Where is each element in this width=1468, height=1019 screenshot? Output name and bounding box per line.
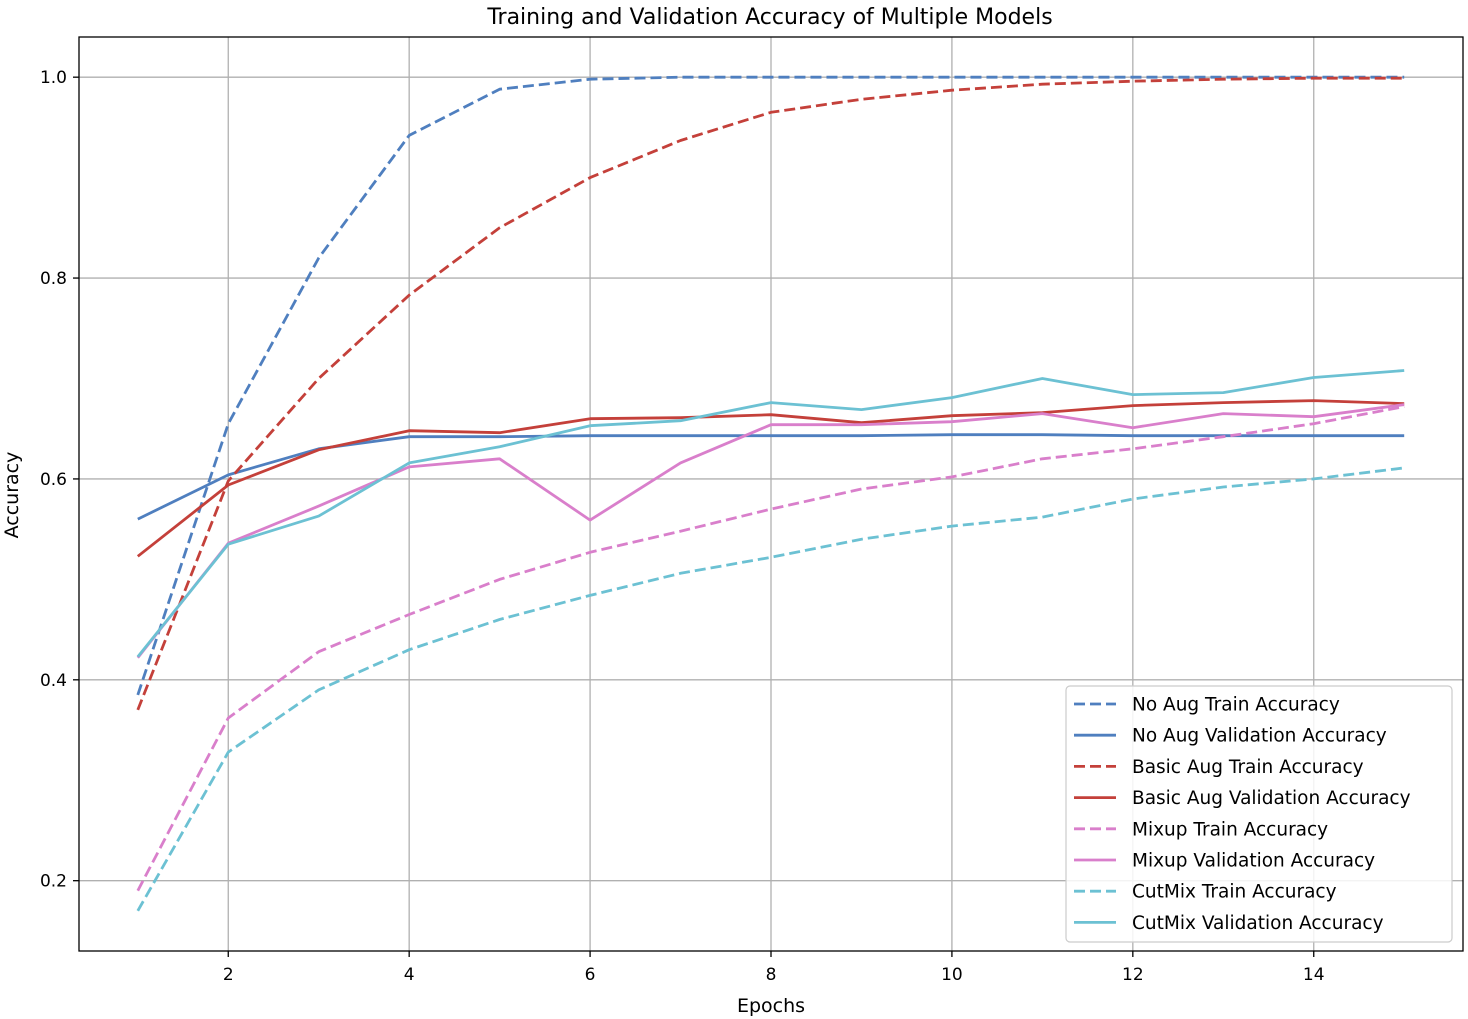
series-line-6 — [136, 403, 1405, 659]
series-line-8 — [136, 369, 1405, 658]
series-line-3 — [136, 76, 1405, 711]
series-line-5 — [136, 405, 1405, 892]
x-tick-label: 10 — [941, 965, 963, 985]
y-tick-label: 0.2 — [40, 872, 67, 892]
legend-label: Basic Aug Validation Accuracy — [1132, 788, 1411, 809]
chart-title: Training and Validation Accuracy of Mult… — [486, 5, 1052, 30]
x-tick-label: 2 — [223, 965, 234, 985]
x-tick-label: 4 — [404, 965, 415, 985]
legend-label: No Aug Validation Accuracy — [1132, 726, 1387, 747]
legend-label: Mixup Validation Accuracy — [1132, 851, 1375, 872]
legend-entries: No Aug Train Accuracy No Aug Validation A… — [1074, 695, 1411, 934]
grid-lines — [79, 37, 1463, 951]
y-tick-label: 0.4 — [40, 671, 67, 691]
legend-label: Basic Aug Train Accuracy — [1132, 757, 1364, 778]
x-axis-label: Epochs — [737, 995, 805, 1017]
y-tick-label: 0.8 — [40, 269, 67, 289]
x-tick-label: 14 — [1303, 965, 1325, 985]
series-line-7 — [136, 466, 1405, 912]
legend: No Aug Train Accuracy No Aug Validation A… — [1065, 685, 1453, 943]
x-tick-label: 6 — [585, 965, 596, 985]
legend-box — [1065, 685, 1453, 943]
legend-label: No Aug Train Accuracy — [1132, 695, 1340, 716]
axis-ticks: 2 4 6 8 10 12 14 0.2 0.4 0.6 0.8 1.0 — [40, 68, 1325, 985]
series-lines — [136, 75, 1405, 912]
y-axis-label: Accuracy — [1, 452, 23, 539]
y-tick-label: 0.6 — [40, 470, 67, 490]
y-tick-label: 1.0 — [40, 68, 67, 88]
x-tick-label: 12 — [1122, 965, 1144, 985]
series-line-1 — [136, 75, 1405, 696]
legend-label: CutMix Train Accuracy — [1132, 882, 1337, 903]
legend-label: Mixup Train Accuracy — [1132, 819, 1328, 840]
series-line-4 — [136, 399, 1405, 558]
x-tick-label: 8 — [766, 965, 777, 985]
legend-label: CutMix Validation Accuracy — [1132, 913, 1384, 934]
